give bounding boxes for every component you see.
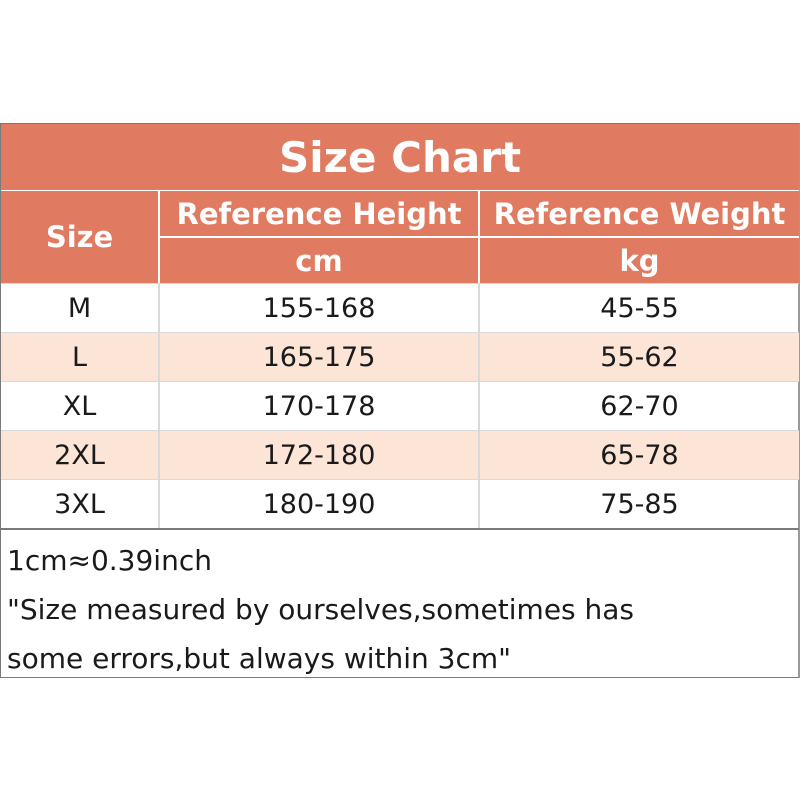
header-reference-height: Reference Height — [160, 191, 480, 238]
chart-title: Size Chart — [1, 124, 799, 191]
weight-cell: 62-70 — [600, 390, 679, 422]
table-row: 3XL 180-190 75-85 — [1, 479, 799, 528]
size-cell: M — [1, 284, 160, 332]
weight-cell: 75-85 — [600, 488, 679, 520]
header-weight-unit: kg — [480, 238, 799, 283]
size-rows: M 155-168 45-55 L 165-175 55-62 XL 170-1… — [1, 283, 799, 528]
weight-cell: 65-78 — [600, 439, 679, 471]
table-row: 2XL 172-180 65-78 — [1, 430, 799, 479]
height-cell: 180-190 — [160, 480, 480, 528]
header-size: Size — [1, 191, 160, 283]
conversion-note: 1cm≈0.39inch — [7, 544, 212, 577]
height-cell: 172-180 — [160, 431, 480, 479]
height-cell: 170-178 — [160, 382, 480, 430]
table-row: XL 170-178 62-70 — [1, 381, 799, 430]
disclaimer-line-2: some errors,but always within 3cm" — [7, 642, 512, 675]
size-chart-table: Size Chart Size Reference Height Referen… — [0, 123, 800, 678]
size-cell: XL — [1, 382, 160, 430]
header-reference-weight: Reference Weight — [480, 191, 799, 238]
size-cell: L — [1, 333, 160, 381]
disclaimer-line-1: "Size measured by ourselves,sometimes ha… — [7, 593, 635, 626]
height-cell: 165-175 — [160, 333, 480, 381]
table-row: L 165-175 55-62 — [1, 332, 799, 381]
weight-cell: 55-62 — [600, 341, 679, 373]
header-height-unit: cm — [160, 238, 480, 283]
size-notes: 1cm≈0.39inch "Size measured by ourselves… — [1, 528, 799, 677]
size-cell: 2XL — [1, 431, 160, 479]
table-row: M 155-168 45-55 — [1, 283, 799, 332]
weight-cell: 45-55 — [600, 292, 679, 324]
height-cell: 155-168 — [160, 284, 480, 332]
size-cell: 3XL — [1, 480, 160, 528]
